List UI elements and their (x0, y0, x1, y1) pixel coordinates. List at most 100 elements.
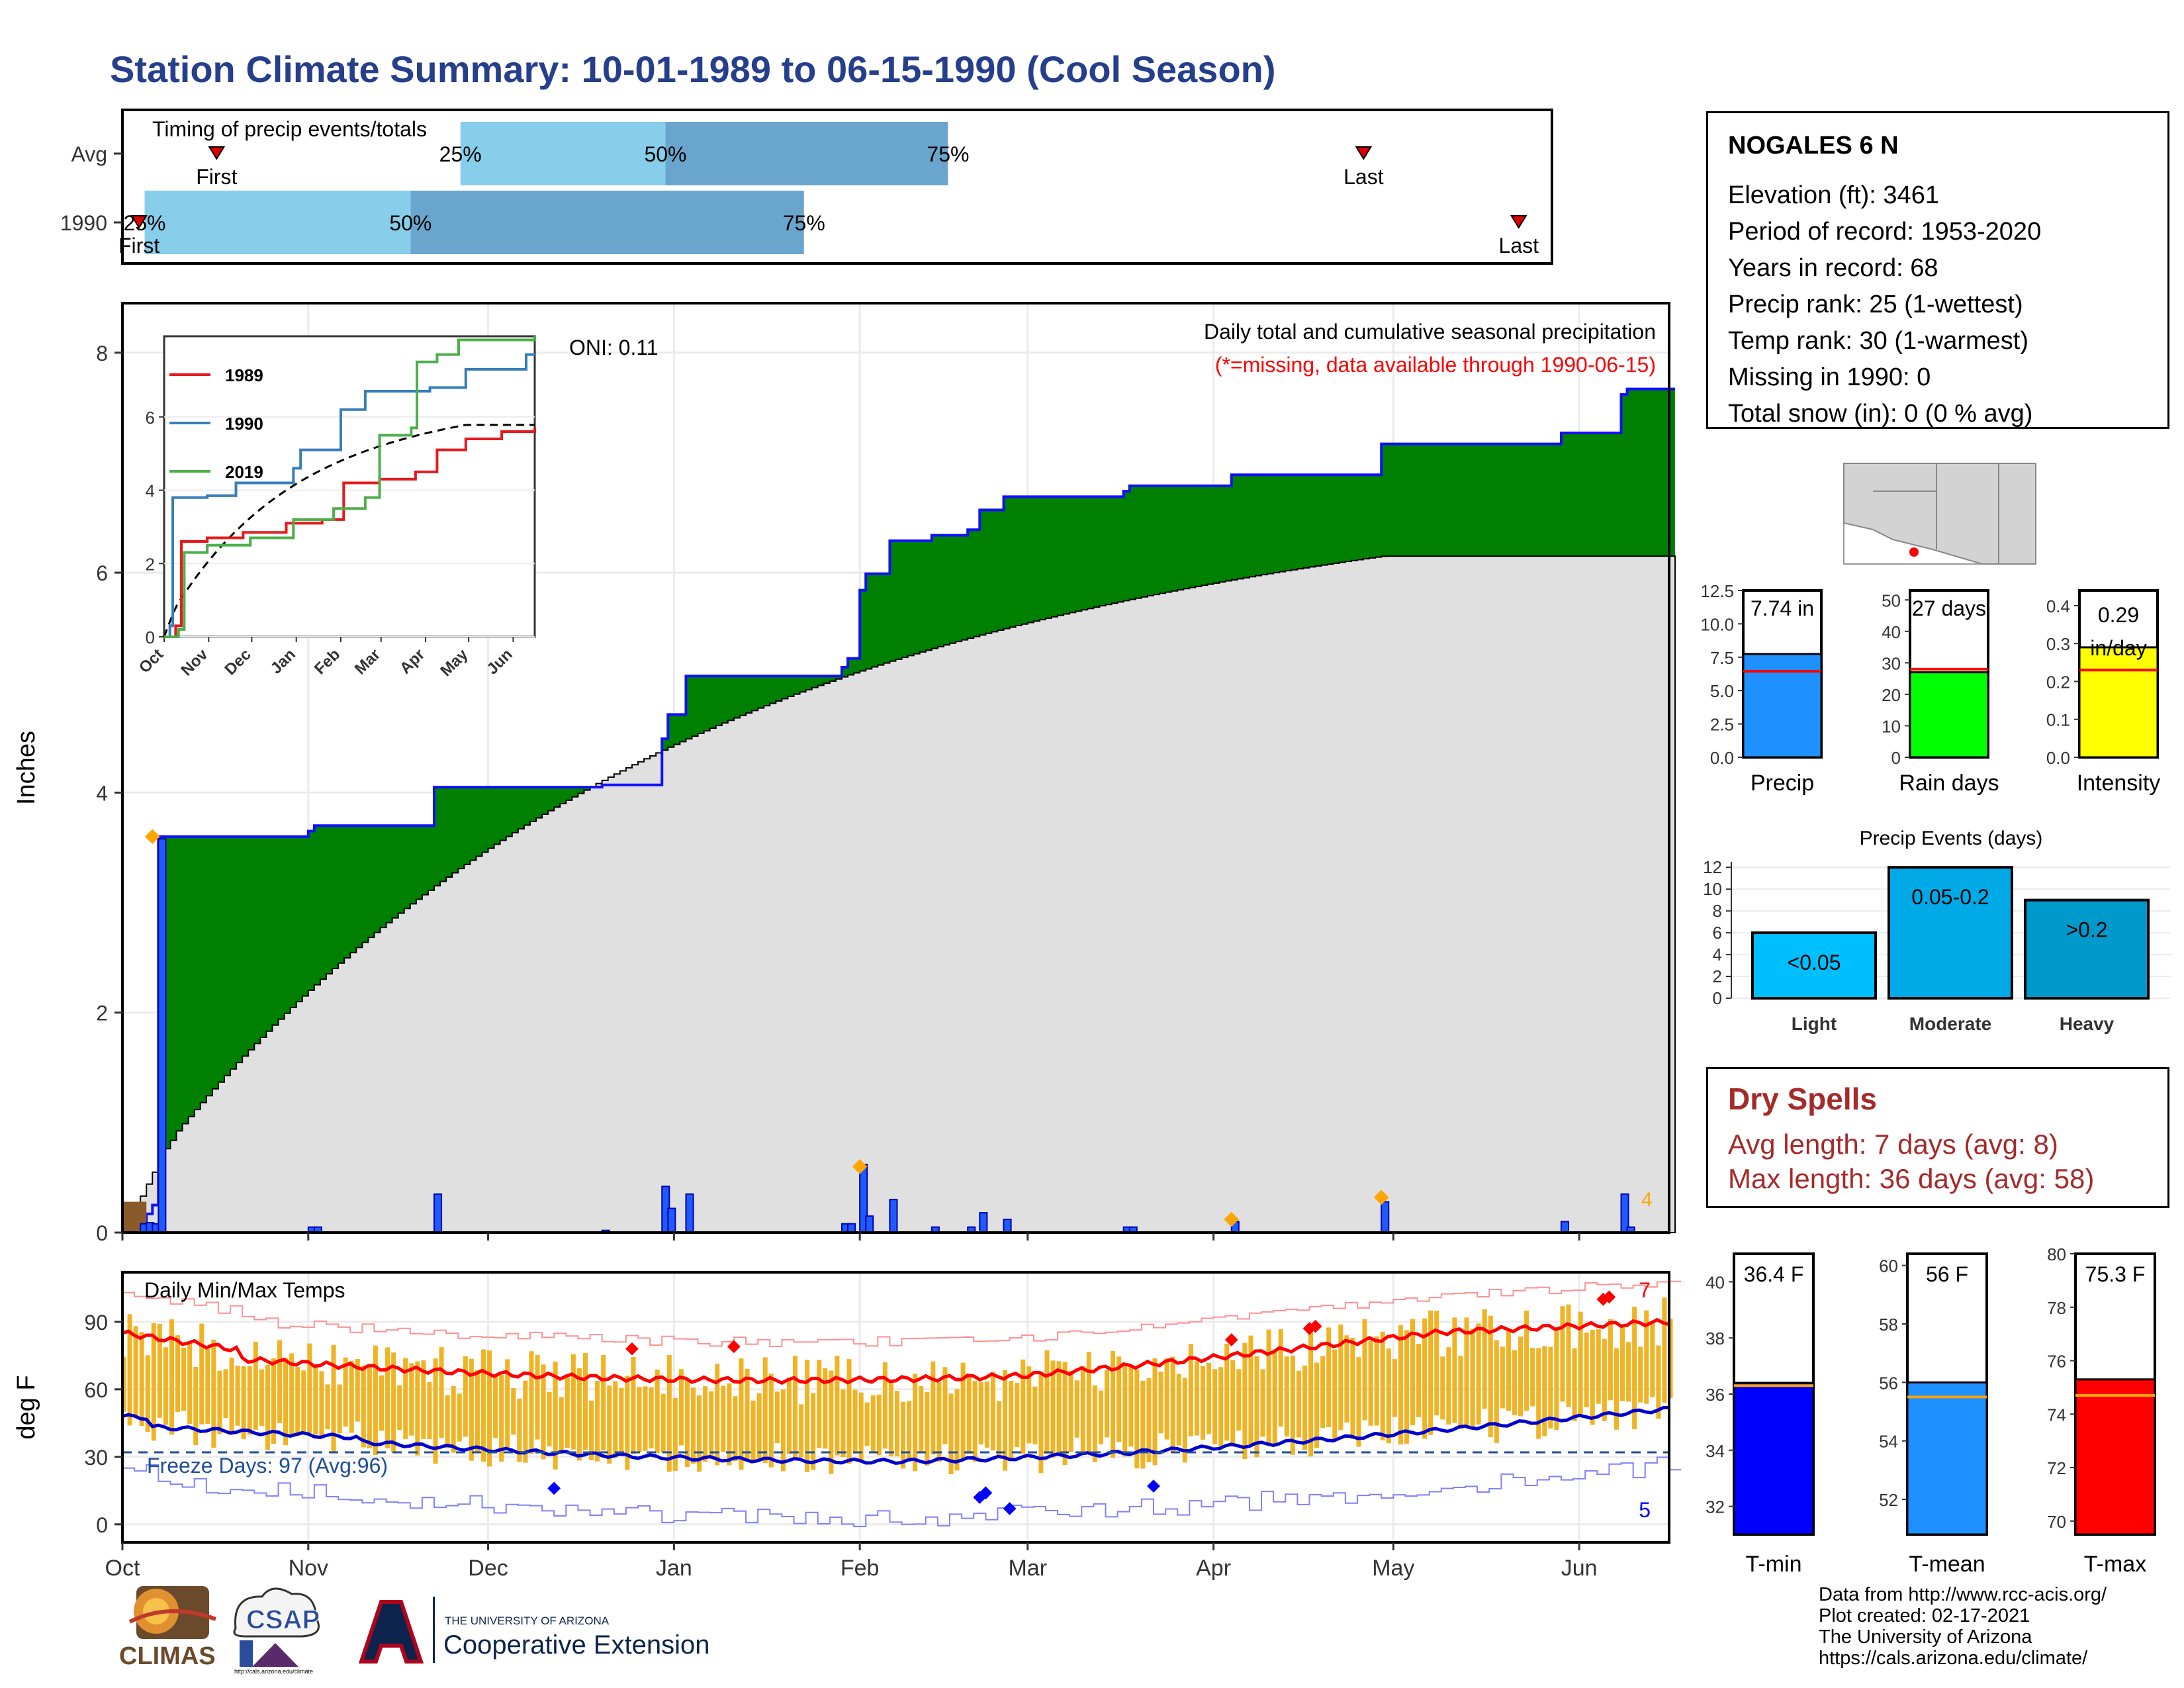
mini-bar-value (1909, 671, 1989, 759)
precip-ylabel: Inches (13, 731, 40, 805)
mini-bar-tick-label: 40 (1882, 622, 1901, 642)
timing-marker-label: First (196, 165, 237, 189)
temp-ytick-label: 60 (84, 1378, 108, 1402)
mini-bar-tick-label: 10 (1882, 716, 1901, 736)
timing-bar-50-75 (665, 122, 948, 185)
record-high-marker (1602, 1290, 1616, 1304)
ua-logo: THE UNIVERSITY OF ARIZONA Cooperative Ex… (358, 1597, 709, 1664)
mini-bar-tick-label: 0 (1891, 748, 1901, 768)
record-high-line (122, 1280, 1682, 1348)
record-low-marker (979, 1486, 993, 1500)
mini-bar-tick-label: 0.2 (2046, 672, 2070, 692)
inset-legend-label: 2019 (225, 462, 263, 482)
timing-marker-label: Last (1343, 165, 1384, 189)
climas-logo: CLIMAS (119, 1586, 217, 1670)
temp-bar-tick-label: 80 (2047, 1244, 2066, 1264)
temp-bar-label: T-max (2084, 1552, 2146, 1577)
mini-bar-precip: 0.0 2.5 5.0 7.5 10.0 12.5 7.74 in Precip (1700, 581, 1823, 796)
precip-events-bar-label: <0.05 (1788, 951, 1841, 974)
precip-ytick-label: 2 (96, 1002, 108, 1025)
temp-bar-tick-label: 56 (1879, 1373, 1898, 1393)
record-precip-marker (1373, 1190, 1389, 1205)
precip-ytick-label: 4 (96, 781, 108, 805)
timing-marker-label: Last (1499, 234, 1539, 258)
average-precip-area (122, 555, 1676, 1233)
record-high-marker (1224, 1333, 1238, 1346)
temp-bar-t-max: 70 72 74 76 78 80 75.3 F T-max (2047, 1244, 2156, 1577)
timing-pct-label: 50% (389, 211, 432, 235)
precip-ytick-label: 6 (96, 561, 108, 585)
station-years: Years in record: 68 (1728, 254, 1938, 282)
x-month-label: Nov (289, 1556, 328, 1581)
credits: Data from http://www.rcc-acis.org/ Plot … (1819, 1584, 2107, 1669)
precip-events-bar (2024, 898, 2150, 1000)
inset-ytick-label: 0 (146, 628, 155, 647)
csap-url-text: http://cals.arizona.edu/climate (234, 1668, 313, 1675)
mini-bar-tick-label: 0.0 (1710, 748, 1734, 768)
record-low-marker (1003, 1502, 1017, 1515)
mini-bar-tick-label: 10.0 (1700, 614, 1734, 634)
mini-bar-rain-days: 0 10 20 30 40 50 27 days Rain days (1882, 589, 1999, 796)
timing-last-marker (1355, 146, 1373, 160)
dry-spells-avg: Avg length: 7 days (avg: 8) (1728, 1129, 2058, 1160)
temp-ytick-label: 0 (96, 1513, 108, 1537)
temp-bar-tick-label: 34 (1706, 1441, 1725, 1461)
mini-bar-text: 27 days (1912, 596, 1986, 620)
inset-series-1989 (164, 428, 536, 638)
x-month-label: Oct (105, 1556, 140, 1581)
record-precip-count: 4 (1641, 1189, 1653, 1211)
record-high-marker (625, 1342, 639, 1356)
timing-row-label: Avg (71, 142, 107, 166)
temp-bar-tick-label: 38 (1706, 1329, 1725, 1348)
dry-spells-box: Dry Spells Avg length: 7 days (avg: 8) M… (1706, 1067, 2169, 1208)
mini-bar-tick-label: 12.5 (1700, 581, 1734, 601)
station-period: Period of record: 1953-2020 (1728, 218, 2042, 246)
precip-events-bar (1751, 931, 1877, 1000)
location-map (1843, 463, 2036, 565)
inset-legend-label: 1989 (225, 365, 263, 385)
x-month-label: Feb (841, 1556, 880, 1581)
credit-data-source: Data from http://www.rcc-acis.org/ (1819, 1584, 2107, 1605)
credit-plot-date: Plot created: 02-17-2021 (1819, 1605, 2030, 1626)
x-month-label: Jun (1561, 1556, 1598, 1581)
daily-precip-bar (1003, 1219, 1012, 1233)
temp-title: Daily Min/Max Temps (144, 1278, 345, 1302)
precip-ytick-label: 0 (96, 1221, 108, 1245)
precip-events-tick-label: 4 (1713, 945, 1722, 964)
credit-url: https://cals.arizona.edu/climate/ (1819, 1648, 2088, 1669)
record-low-line (122, 1456, 1682, 1527)
mini-bar-text: in/day (2090, 636, 2146, 660)
precip-subtitle: (*=missing, data available through 1990-… (1215, 353, 1656, 377)
precip-events-tick-label: 12 (1703, 857, 1722, 877)
precip-title: Daily total and cumulative seasonal prec… (1204, 320, 1656, 344)
x-month-label: May (1372, 1556, 1414, 1581)
temp-bar-value (1733, 1382, 1815, 1536)
inset-ytick-label: 4 (146, 481, 155, 501)
timing-row-label: 1990 (60, 211, 107, 235)
mini-bar-label: Intensity (2077, 771, 2161, 796)
csap-logo: CSAP http://cals.arizona.edu/climate (233, 1587, 320, 1675)
station-name: NOGALES 6 N (1728, 132, 1899, 160)
x-month-label: Apr (1196, 1556, 1231, 1581)
mini-bar-intensity: 0.0 0.1 0.2 0.3 0.4 0.29 in/day Intensity (2046, 589, 2161, 796)
mini-bar-tick-label: 2.5 (1710, 715, 1734, 735)
temp-bar-label: T-mean (1909, 1552, 1985, 1577)
temp-bar-t-min: 32 34 36 38 40 36.4 F T-min (1706, 1252, 1815, 1577)
record-precip-marker (1224, 1211, 1240, 1227)
ua-extension-text: Cooperative Extension (443, 1630, 709, 1660)
temp-bar-tick-label: 70 (2047, 1512, 2066, 1532)
inset-series-1990 (164, 353, 536, 638)
precip-events-category: Heavy (2060, 1013, 2115, 1034)
timing-title: Timing of precip events/totals (152, 117, 427, 141)
station-missing: Missing in 1990: 0 (1728, 363, 1931, 391)
temp-bar-text: 75.3 F (2085, 1262, 2146, 1286)
mini-bar-tick-label: 0.0 (2046, 748, 2070, 768)
record-low-count: 5 (1639, 1498, 1651, 1522)
temp-panel: 0 30 60 90 deg F Daily Min/Max Temps Freeze Da… (13, 1271, 1682, 1581)
precip-events-tick-label: 6 (1713, 923, 1722, 943)
inset-average-line (163, 424, 535, 637)
ua-name-text: THE UNIVERSITY OF ARIZONA (445, 1615, 610, 1627)
logos: CLIMAS CSAP http://cals.arizona.edu/clim… (119, 1586, 709, 1675)
mini-bar-text: 7.74 in (1751, 596, 1814, 620)
